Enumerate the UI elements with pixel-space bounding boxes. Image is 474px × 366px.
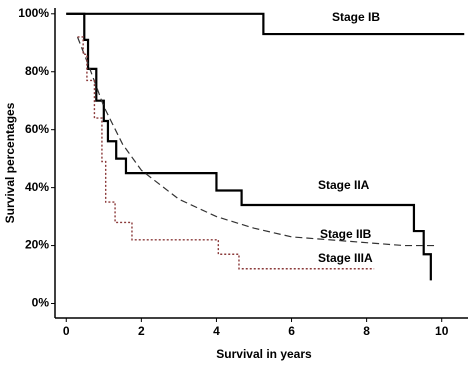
series-label: Stage IIIA [318, 251, 373, 265]
x-tick-label: 10 [435, 324, 449, 338]
series-label: Stage IIB [320, 227, 372, 241]
y-tick-label: 80% [25, 64, 49, 78]
survival-curve [66, 12, 432, 281]
y-tick-label: 60% [25, 122, 49, 136]
x-tick-label: 8 [363, 324, 370, 338]
x-tick-label: 0 [63, 324, 70, 338]
x-tick-label: 2 [138, 324, 145, 338]
x-tick-label: 4 [213, 324, 220, 338]
y-axis-label: Survival percentages [3, 102, 17, 223]
y-tick-label: 40% [25, 180, 49, 194]
survival-curve [77, 36, 375, 270]
series-label: Stage IB [332, 10, 380, 24]
y-tick-label: 0% [32, 296, 50, 310]
y-tick-label: 20% [25, 238, 49, 252]
x-tick-label: 6 [288, 324, 295, 338]
survival-curve [66, 12, 465, 36]
y-tick-label: 100% [18, 6, 49, 20]
survival-curve [76, 36, 435, 247]
series-label: Stage IIA [318, 178, 370, 192]
x-axis-label: Survival in years [216, 347, 312, 361]
